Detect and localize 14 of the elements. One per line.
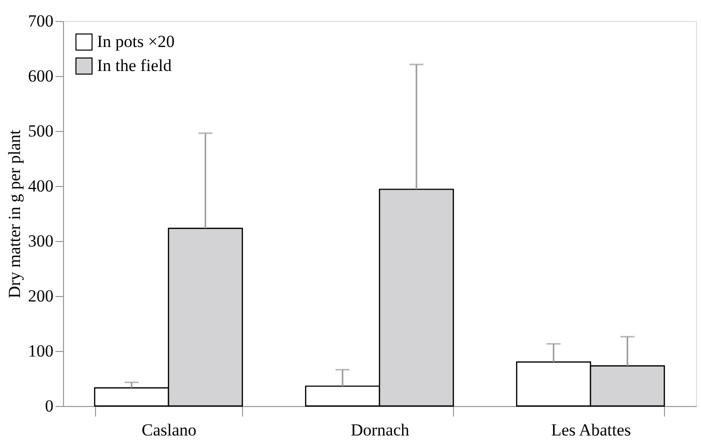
y-tick-label: 100 (28, 342, 54, 360)
y-axis-title: Dry matter in g per plant (5, 129, 24, 298)
legend-label: In the field (97, 56, 172, 75)
y-tick-label: 500 (28, 122, 54, 140)
y-tick-label: 0 (45, 396, 54, 416)
x-tick-label: Les Abattes (551, 420, 631, 440)
x-tick-label: Dornach (350, 420, 410, 440)
y-tick-label: 200 (28, 286, 54, 306)
y-tick-label: 600 (28, 66, 54, 86)
y-tick-label: 300 (28, 232, 54, 250)
y-tick-label: 700 (28, 12, 54, 30)
y-tick-label: 400 (28, 176, 54, 196)
legend-label: In pots ×20 (97, 32, 175, 51)
x-tick-label: Caslano (142, 420, 196, 440)
